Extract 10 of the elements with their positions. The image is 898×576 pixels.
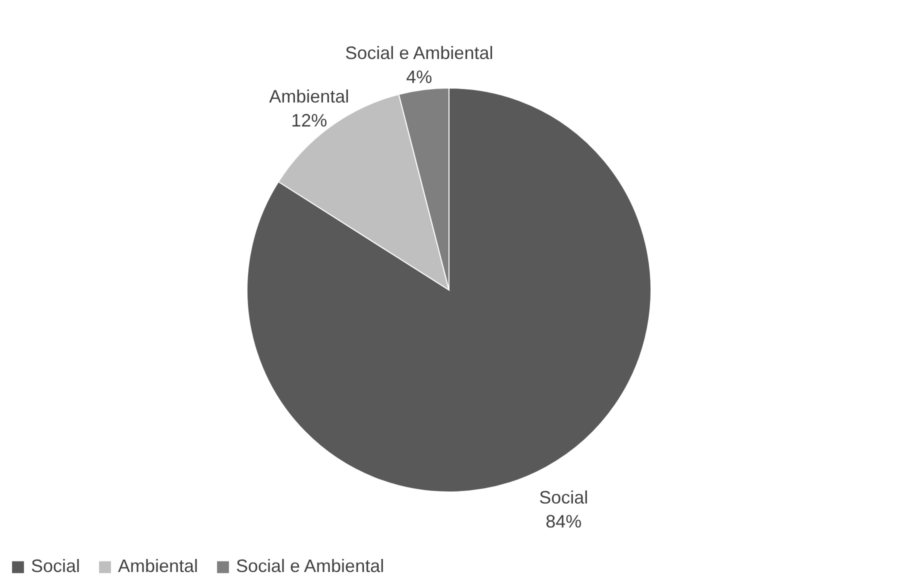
pie-slice <box>246 88 652 492</box>
slice-label: Social e Ambiental <box>345 42 494 63</box>
legend-label: Social <box>31 556 80 576</box>
slice-label: Ambiental <box>269 86 350 106</box>
data-label: 12% <box>291 110 328 130</box>
legend-label: Ambiental <box>118 556 198 576</box>
data-label: 4% <box>406 66 432 87</box>
slice-label: Social <box>539 488 588 508</box>
legend-label: Social e Ambiental <box>236 556 384 576</box>
data-label: 84% <box>546 512 582 532</box>
